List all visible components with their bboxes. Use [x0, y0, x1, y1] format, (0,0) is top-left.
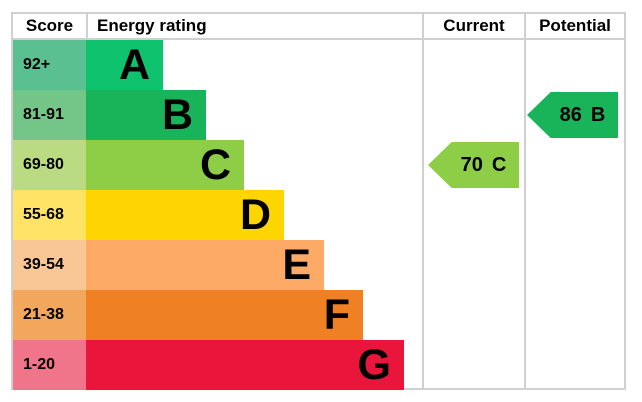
rating-bar-a: A — [86, 40, 163, 90]
header-score: Score — [25, 16, 74, 35]
band-rows: 92+ A 81-91 B 69-80 C 55-68 D 39-54 E 21… — [13, 40, 624, 390]
potential-column-divider — [524, 14, 526, 388]
rating-letter-e: E — [282, 240, 311, 289]
rating-letter-f: F — [323, 290, 350, 339]
score-range-d: 55-68 — [13, 190, 86, 240]
band-row-a: 92+ A — [13, 40, 624, 90]
band-row-b: 81-91 B — [13, 90, 624, 140]
rating-bar-b: B — [86, 90, 206, 140]
rating-letter-a: A — [118, 40, 150, 89]
score-range-a: 92+ — [13, 40, 86, 90]
band-row-c: 69-80 C — [13, 140, 624, 190]
header-potential: Potential — [539, 16, 611, 35]
score-range-g: 1-20 — [13, 340, 86, 390]
score-range-b: 81-91 — [13, 90, 86, 140]
rating-bar-c: C — [86, 140, 244, 190]
rating-letter-g: G — [357, 340, 391, 389]
epc-chart-frame: Score Energy rating Current Potential 92… — [11, 12, 626, 390]
band-row-d: 55-68 D — [13, 190, 624, 240]
rating-letter-c: C — [199, 140, 231, 189]
header-current: Current — [443, 16, 505, 35]
current-column-divider — [422, 14, 424, 388]
score-range-c: 69-80 — [13, 140, 86, 190]
current-rating-value: 70 — [460, 153, 483, 176]
current-rating-letter: C — [491, 153, 507, 176]
band-row-f: 21-38 F — [13, 290, 624, 340]
rating-bar-g: G — [86, 340, 404, 390]
rating-bar-f: F — [86, 290, 363, 340]
band-row-e: 39-54 E — [13, 240, 624, 290]
rating-letter-d: D — [239, 190, 271, 239]
header-energy-rating: Energy rating — [97, 16, 207, 35]
band-row-g: 1-20 G — [13, 340, 624, 390]
potential-rating-letter: B — [590, 103, 606, 126]
rating-bar-d: D — [86, 190, 284, 240]
rating-letter-b: B — [161, 90, 193, 139]
header-score-divider — [86, 14, 88, 38]
score-range-e: 39-54 — [13, 240, 86, 290]
score-range-f: 21-38 — [13, 290, 86, 340]
chart-header: Score Energy rating Current Potential — [13, 14, 624, 40]
rating-bar-e: E — [86, 240, 324, 290]
potential-rating-value: 86 — [559, 103, 582, 126]
